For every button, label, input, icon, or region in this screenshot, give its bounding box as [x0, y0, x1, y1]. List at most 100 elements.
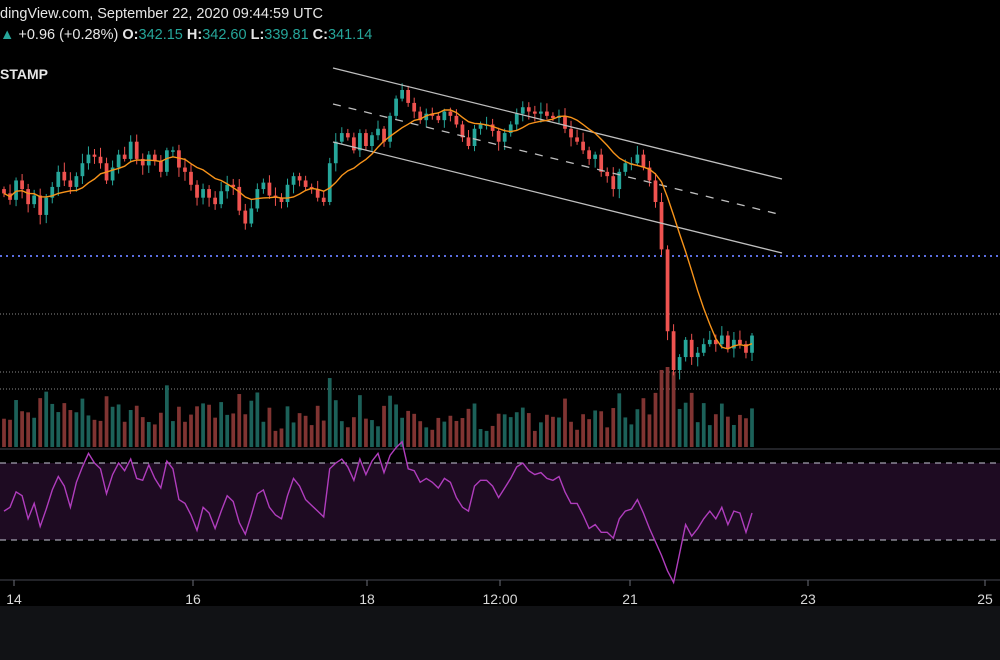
candle-body [466, 137, 471, 146]
volume-bar [418, 421, 423, 447]
volume-bar [327, 378, 332, 447]
volume-bar [442, 421, 447, 447]
candle-body [219, 191, 224, 205]
candle-body [116, 154, 121, 168]
high-value: 342.60 [202, 27, 247, 43]
candle-body [183, 167, 187, 172]
candle-body [382, 128, 386, 142]
candle-body [647, 167, 652, 181]
volume-bar [171, 421, 175, 447]
volume-bar [677, 408, 682, 447]
candle-body [581, 141, 585, 151]
candle-body [532, 111, 537, 114]
candle-body [158, 161, 163, 172]
close-label: C: [312, 27, 328, 43]
volume-bar [430, 429, 435, 447]
candle-body [430, 113, 435, 116]
candle-body [641, 154, 646, 168]
candle-body [726, 335, 730, 349]
volume-bar [665, 367, 670, 447]
volume-bar [333, 400, 338, 447]
open-label: O: [122, 27, 139, 43]
candle-body [98, 156, 103, 164]
bottom-toolbar [0, 606, 1000, 660]
candle-body [671, 331, 676, 370]
candle-body [297, 176, 302, 181]
volume-bar [80, 398, 85, 447]
volume-bar [303, 415, 308, 447]
volume-bar [195, 406, 199, 447]
candle-body [472, 128, 477, 146]
candle-body [539, 111, 543, 114]
volume-bar [635, 409, 640, 447]
volume-bar [370, 420, 374, 447]
candle-body [593, 154, 598, 159]
volume-bar [267, 407, 272, 447]
volume-bar [345, 427, 350, 447]
volume-bar [177, 406, 181, 447]
x-tick-label: 16 [185, 591, 201, 607]
candle-body [683, 339, 688, 358]
volume-bar [255, 392, 260, 447]
candle-body [526, 107, 531, 112]
high-label: H: [186, 27, 203, 43]
candle-body [327, 163, 332, 202]
candle-body [418, 111, 423, 121]
volume-bar [158, 412, 163, 447]
candle-body [110, 167, 115, 181]
candle-body [376, 128, 380, 136]
candle-body [352, 137, 356, 151]
volume-bar [146, 421, 151, 447]
candle-body [364, 133, 368, 146]
candle-body [56, 171, 61, 187]
candle-body [207, 189, 211, 198]
candle-body [460, 124, 465, 138]
candle-body [665, 249, 670, 332]
volume-bar [26, 412, 30, 447]
candle-body [605, 171, 610, 177]
candle-body [677, 357, 682, 370]
volume-bar [86, 415, 91, 447]
close-value: 341.14 [327, 27, 373, 43]
candle-body [339, 133, 344, 142]
candle-body [502, 133, 507, 142]
volume-bar [490, 425, 495, 447]
candle-body [400, 90, 404, 99]
candle-body [140, 158, 145, 166]
volume-bar [611, 408, 616, 447]
candle-body [225, 184, 230, 192]
candle-body [213, 197, 217, 205]
volume-bar [388, 395, 392, 447]
candle-body [2, 189, 6, 194]
low-value: 339.81 [264, 27, 309, 43]
volume-bar [225, 414, 230, 447]
volume-bar [249, 400, 254, 447]
x-tick-label: 23 [800, 591, 816, 607]
candle-body [599, 154, 604, 172]
channel-middle-line[interactable] [332, 103, 783, 216]
channel-upper-line[interactable] [332, 67, 783, 180]
volume-bar [273, 430, 278, 447]
rsi-line [3, 440, 753, 585]
volume-bar [8, 419, 12, 447]
channel-lower-line[interactable] [332, 141, 783, 254]
volume-bar [92, 419, 97, 447]
volume-bar [508, 417, 513, 447]
volume-bar [201, 403, 205, 447]
candle-body [689, 339, 694, 358]
candle-body [617, 171, 622, 190]
candle-body [707, 339, 712, 345]
volume-bar [400, 417, 404, 447]
volume-bar [623, 417, 628, 447]
volume-bar [726, 416, 730, 447]
candle-body [261, 182, 266, 190]
candle-body [623, 163, 628, 172]
volume-bar [436, 417, 441, 447]
volume-bar [110, 406, 115, 447]
header-change: +0.96 (+0.28%) [18, 27, 119, 43]
volume-bar [315, 405, 320, 447]
low-label: L: [250, 27, 265, 43]
moving-average-line [3, 109, 753, 350]
